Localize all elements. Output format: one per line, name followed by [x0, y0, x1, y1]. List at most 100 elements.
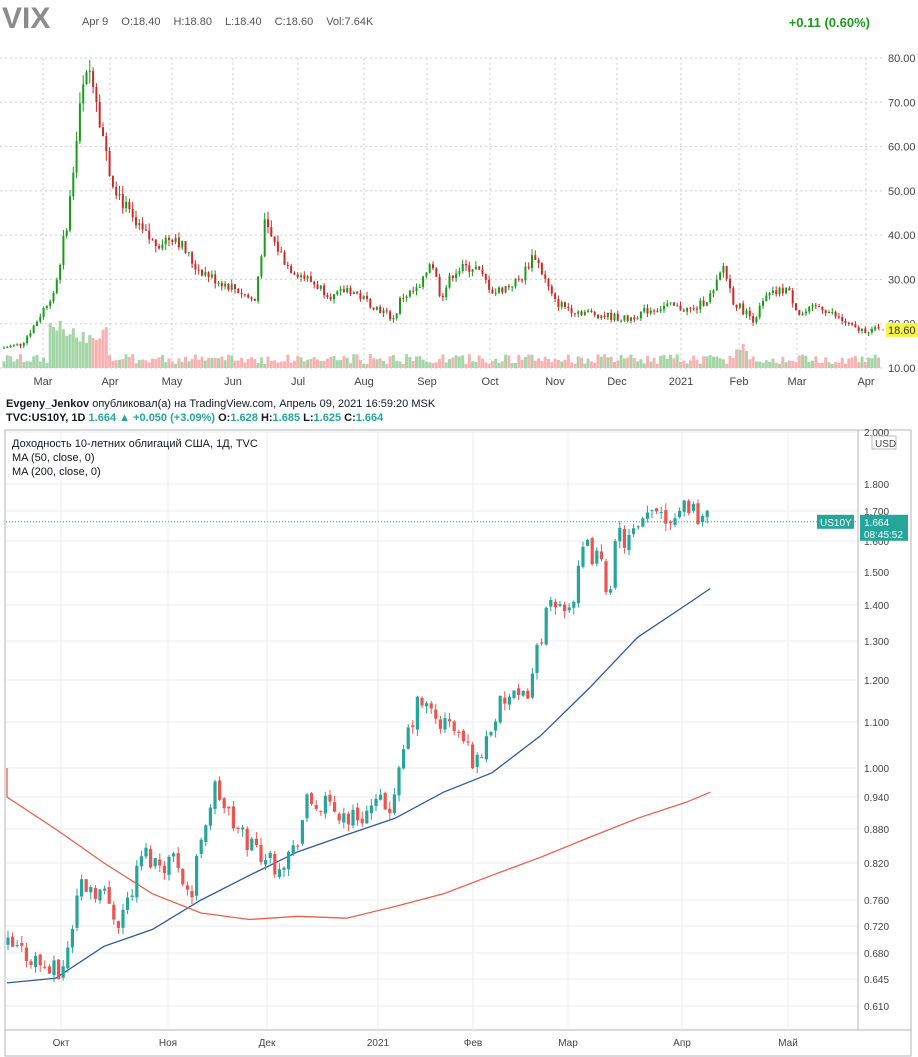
- us10y-candle-body: [20, 943, 24, 946]
- ma50-legend[interactable]: MA (50, close, 0): [12, 452, 95, 464]
- vix-volume-bar: [203, 360, 207, 368]
- us10y-candle-body: [599, 551, 603, 560]
- vix-volume-bar: [325, 358, 329, 368]
- us10y-candle-body: [687, 500, 691, 514]
- vix-candle-body: [309, 276, 312, 282]
- vix-volume-bar: [118, 359, 121, 368]
- vix-candle-body: [841, 317, 844, 321]
- vix-y-tick: 70.00: [888, 97, 916, 109]
- vix-volume-bar: [543, 356, 547, 368]
- us10y-candle-body: [448, 719, 452, 722]
- us10y-candle-body: [61, 966, 65, 978]
- vix-time-axis: Mar Apr May Jun Jul Aug Sep Oct Nov Dec 2021 Feb Mar…: [34, 376, 875, 388]
- vix-candle-body: [474, 266, 477, 270]
- us10y-candle-body: [89, 887, 93, 893]
- us10y-candle-body: [112, 904, 116, 920]
- vix-candle-body: [488, 279, 491, 290]
- vix-volume-bar: [695, 359, 699, 368]
- vix-volume-bar: [289, 362, 293, 368]
- vix-candle-body: [181, 241, 184, 248]
- vix-candle-body: [29, 333, 32, 337]
- vix-candle-body: [257, 276, 260, 301]
- vix-volume-bar: [428, 362, 432, 368]
- vix-candle-body: [676, 305, 679, 307]
- vix-x-tick: Mar: [34, 376, 53, 388]
- us10y-c-label: C:: [344, 412, 356, 424]
- vix-volume-bar: [596, 354, 600, 368]
- vix-volume-bar: [411, 361, 415, 368]
- vix-volume-bar: [507, 355, 511, 368]
- vix-candle-body: [771, 290, 774, 294]
- vix-volume-bar: [299, 357, 303, 368]
- author-link[interactable]: Evgeny_Jenkov: [6, 398, 90, 410]
- vix-volume-bar: [814, 356, 818, 368]
- vix-candle-body: [521, 279, 524, 281]
- vix-volume-bar: [731, 358, 735, 368]
- vix-candle-body: [725, 266, 728, 279]
- vix-candle-body: [16, 343, 19, 345]
- us10y-candle-body: [204, 825, 208, 842]
- vix-candle-body: [699, 300, 702, 310]
- us10y-candle-body: [360, 818, 364, 824]
- us10y-ohlc-line: TVC:US10Y, 1D 1.664 ▲ +0.050 (+3.09%) O:…: [6, 412, 383, 424]
- vix-candle-body: [227, 283, 230, 290]
- vix-candle-body: [296, 274, 299, 278]
- vix-candle-body: [471, 269, 474, 272]
- us10y-candle-body: [231, 806, 235, 829]
- us10y-high: 1.685: [272, 412, 301, 424]
- vix-candle-body: [372, 307, 375, 310]
- us10y-candle-body: [609, 589, 613, 593]
- vix-volume-bar: [860, 356, 864, 368]
- vix-candle-body: [280, 251, 283, 253]
- vix-volume-bar: [679, 361, 682, 368]
- vix-candle-body: [501, 287, 504, 293]
- vix-candle-body: [537, 259, 540, 264]
- vix-candle-body: [201, 270, 203, 276]
- vix-candle-body: [138, 223, 141, 226]
- vix-candle-body: [445, 287, 448, 298]
- vix-volume-bar: [2, 361, 6, 368]
- vix-volume-bar: [457, 356, 461, 368]
- vix-volume-bar: [306, 359, 310, 368]
- us10y-symbol-tag-bg: [817, 514, 854, 529]
- vix-candle-body: [250, 297, 253, 299]
- us10y-candle-body: [176, 853, 180, 868]
- vix-volume-bar: [741, 343, 745, 368]
- vix-volume-bar: [619, 354, 623, 368]
- us10y-candle-body: [365, 810, 369, 824]
- vix-volume-bar: [609, 356, 613, 368]
- us10y-candle-body: [199, 839, 203, 854]
- vix-candle-body: [672, 302, 675, 306]
- vix-volume-bar: [685, 363, 689, 368]
- us10y-candle-body: [116, 921, 120, 928]
- vix-volume-bar: [332, 356, 336, 368]
- vix-candle-body: [352, 292, 355, 295]
- vix-candle-body: [498, 287, 500, 293]
- vix-candle-body: [422, 276, 425, 287]
- us10y-y-tick: 2.000: [864, 428, 889, 439]
- vix-volume-bar: [464, 363, 468, 368]
- vix-volume-bar: [19, 354, 22, 368]
- vix-volume-bar: [870, 358, 874, 368]
- us10y-candle-body: [521, 690, 525, 696]
- vix-volume-bar: [250, 357, 253, 368]
- vix-candle-body: [666, 303, 669, 307]
- us10y-y-tick: 1.100: [864, 718, 889, 729]
- us10y-candle-body: [162, 865, 166, 873]
- vix-price-axis: 80.0070.0060.0050.0040.0030.0020.0010.00…: [886, 53, 918, 375]
- vix-volume-bar: [626, 357, 630, 368]
- vix-candle-body: [98, 102, 101, 128]
- vix-candle-body: [861, 328, 863, 331]
- us10y-candle-body: [471, 744, 475, 769]
- us10y-candle-body: [70, 929, 74, 948]
- vix-candle-body: [448, 275, 451, 288]
- us10y-candle-body: [705, 510, 709, 518]
- us10y-candle-body: [57, 959, 61, 980]
- vix-candle-body: [399, 297, 401, 314]
- vix-candle-body: [161, 244, 164, 249]
- us10y-candle-body: [438, 719, 442, 729]
- vix-candle-body: [785, 287, 788, 294]
- vix-x-tick: Jul: [291, 376, 305, 388]
- currency-label: USD: [875, 439, 896, 450]
- ma200-legend[interactable]: MA (200, close, 0): [12, 466, 101, 478]
